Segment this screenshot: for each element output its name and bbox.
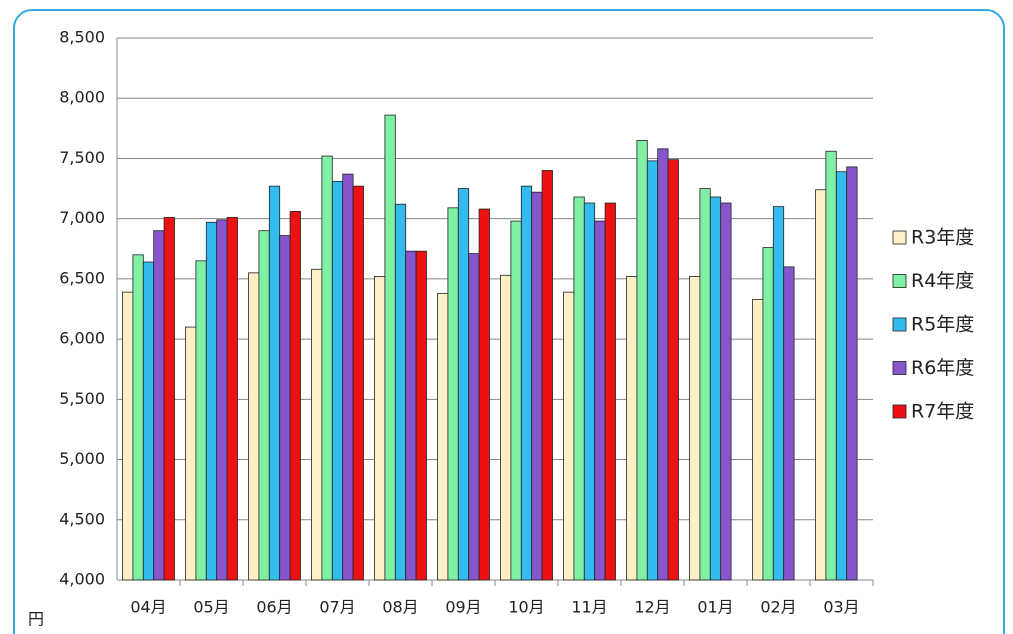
bar [457,188,470,581]
legend-swatch [892,230,907,245]
bar [153,230,165,581]
bar [405,250,417,581]
y-tick-label: 4,000 [59,570,105,589]
x-tick-label: 02月 [760,598,796,617]
bar [520,185,533,581]
frame [13,9,1005,634]
bar [594,220,606,581]
y-tick-label: 7,500 [59,148,105,167]
bar [248,272,260,581]
bar [374,276,386,581]
bar [216,219,228,581]
bar [122,291,134,581]
bar [289,211,301,581]
y-tick-label: 8,500 [59,28,105,47]
bar [437,292,449,581]
bar [846,166,858,581]
legend-label: R7年度 [911,401,974,423]
bar [478,208,490,581]
bar [646,160,659,581]
bar [185,326,197,581]
legend-label: R3年度 [911,227,974,249]
bar [709,196,722,581]
x-tick-label: 05月 [193,598,229,617]
bar [394,203,407,581]
bar [752,298,764,581]
y-tick-label: 7,000 [59,208,105,227]
bar [279,235,291,581]
x-tick-label: 04月 [130,598,166,617]
bar [667,159,679,581]
bar [563,291,575,581]
bar [268,185,281,581]
bar [626,276,638,581]
y-tick-label: 6,500 [59,268,105,287]
x-tick-label: 11月 [571,598,607,617]
bar [321,155,333,581]
y-tick-label: 5,500 [59,389,105,408]
bar [573,196,585,581]
bar [783,266,795,581]
y-unit: 円 [28,610,44,629]
bar [311,268,323,581]
bar [510,220,522,581]
legend-label: R4年度 [911,270,974,292]
bar [226,217,238,581]
legend-swatch [892,404,907,419]
bar [689,276,701,581]
bar [500,274,512,581]
bar [772,206,785,581]
x-tick-label: 06月 [256,598,292,617]
x-tick-label: 12月 [634,598,670,617]
bar [384,114,396,581]
x-tick-label: 10月 [508,598,544,617]
legend-swatch [892,274,907,288]
x-tick-label: 09月 [445,598,481,617]
x-tick-label: 03月 [823,598,859,617]
x-tick-label: 08月 [382,598,418,617]
bar [205,221,218,581]
bar [699,188,711,581]
bar [762,247,774,581]
bar [468,253,480,581]
bar [815,189,827,581]
x-tick-label: 07月 [319,598,355,617]
x-tick-label: 01月 [697,598,733,617]
bar [447,207,459,581]
y-tick-label: 6,000 [59,329,105,348]
legend-swatch [892,317,907,332]
bar [541,170,553,581]
y-tick-label: 4,500 [59,509,105,528]
legend-swatch [892,361,907,375]
bar [825,150,837,581]
bar [342,173,354,581]
bar [835,171,848,581]
bar [531,191,543,581]
legend-label: R6年度 [911,357,974,379]
bar [258,230,270,581]
bar [415,250,427,581]
bar [583,202,596,581]
bar [604,202,616,581]
bar [132,254,144,581]
legend-label: R5年度 [911,314,974,336]
y-tick-label: 5,000 [59,449,105,468]
bar [195,260,207,581]
bar [142,261,155,581]
bar [636,139,648,581]
bar [657,148,669,581]
bar [720,202,732,581]
bar [352,185,364,581]
y-tick-label: 8,000 [59,88,105,107]
bar [163,217,175,581]
bar [331,180,344,581]
